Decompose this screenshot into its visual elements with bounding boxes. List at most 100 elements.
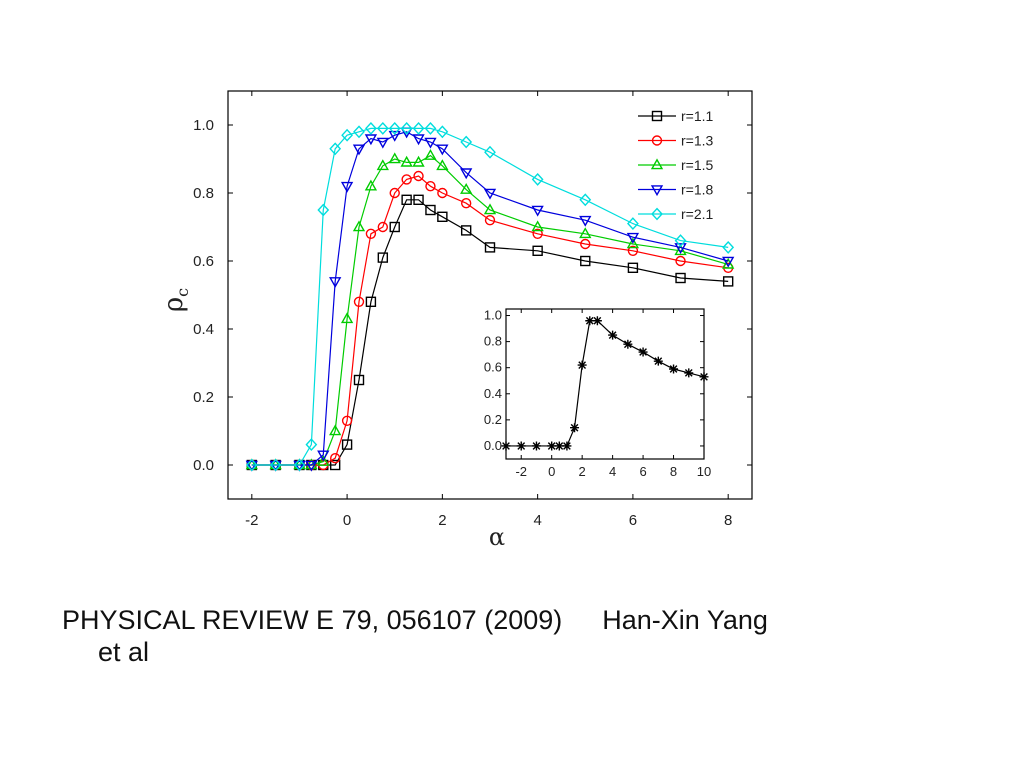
data-point [340,312,354,324]
data-point [317,203,330,217]
data-point [412,134,425,146]
data-point [353,296,365,307]
data-point [627,217,639,231]
data-point [460,135,473,149]
data-point [388,121,401,135]
data-point [329,453,341,464]
data-point [305,460,318,472]
data-point [245,458,258,472]
data-point [293,458,306,472]
data-point [293,460,306,472]
series-0 [501,316,709,451]
data-point [627,245,639,257]
data-point [580,255,591,267]
y-tick-label: 0.8 [484,334,502,349]
inset-series [501,316,709,451]
legend-label: r=1.3 [681,133,714,149]
legend-marker [650,185,664,197]
y-axis-title-main: ρ [159,297,189,312]
data-point [592,316,602,326]
data-point [674,234,687,248]
x-tick-label: -2 [245,512,258,529]
data-point [352,220,366,232]
data-point [674,244,687,256]
data-point [376,121,389,135]
data-point [699,372,709,382]
data-point [532,228,543,240]
y-tick-label: 0.0 [484,438,502,453]
data-point [626,237,640,249]
data-point [245,460,258,472]
main-chart: -2 0 2 4 6 80.00.20.40.60.81.0 r=1.1r=1.3r=1.… [159,90,753,551]
data-point [400,155,413,167]
main-ticks: -2 0 2 4 6 8 0.0 0.2 0.4 0.6 0.8 1.0 [193,91,752,529]
data-point [305,458,318,470]
data-point [389,221,400,233]
data-point [484,242,496,253]
y-tick-label: 1.0 [193,117,214,134]
data-point [269,458,282,470]
data-point [329,459,341,471]
y-tick-label: 0.4 [193,321,214,338]
data-point [340,181,354,193]
data-point [400,121,413,135]
data-point [579,215,592,227]
legend-label: r=1.1 [681,108,714,124]
data-point [623,339,633,349]
inset-plot-frame [505,308,705,460]
legend-entry: r=1.8 [638,182,714,198]
y-tick-label: 0.6 [193,253,214,270]
data-point [436,159,449,171]
data-point [627,262,639,273]
data-point [353,125,365,139]
svg-text:ρc: ρc [159,288,192,312]
data-point [341,439,353,450]
series-4 [245,121,735,472]
data-point [412,121,425,135]
legend-entry: r=2.1 [638,206,714,222]
legend-label: r=1.8 [681,182,714,198]
data-point [722,240,735,254]
data-point [722,276,734,287]
data-point [329,424,342,436]
legend-marker [651,135,663,146]
y-tick-label: 0.8 [193,185,214,202]
x-tick-label: -2 [515,464,527,479]
data-point [401,194,412,206]
figure: -2 0 2 4 6 80.00.20.40.60.81.0 r=1.1r=1.3r=1.… [159,90,753,551]
data-point [437,187,448,199]
y-tick-label: 0.2 [193,389,214,406]
data-point [365,296,377,307]
data-point [365,121,377,135]
data-point [585,316,595,326]
y-tick-label: 0.2 [484,412,502,427]
y-axis-title: ρc [159,288,192,312]
data-point [305,438,318,452]
x-tick-label: 2 [438,512,446,529]
inset-ticks: -2 0 2 4 6 8 10 0.0 0.2 0.4 0.6 0.8 1.0 [484,308,711,479]
main-plot-frame [227,90,753,500]
data-point [412,155,425,167]
y-tick-label: 0.4 [484,386,502,401]
data-point [608,330,618,340]
data-point [413,170,424,182]
data-point [376,159,389,171]
data-point [483,188,497,200]
data-point [341,128,353,142]
legend-entry: r=1.1 [638,108,714,124]
data-point [364,134,378,146]
data-point [377,252,389,263]
data-point [562,441,572,451]
citation-caption: PHYSICAL REVIEW E 79, 056107 (2009) Han-X… [62,604,962,668]
data-point [722,257,735,269]
data-point [460,225,472,236]
y-tick-label: 1.0 [484,308,502,323]
data-point [364,179,378,191]
data-point [425,180,436,192]
data-point [531,441,541,451]
data-point [501,441,511,451]
data-point [460,183,473,194]
x-tick-label: 8 [724,512,732,529]
legend-label: r=1.5 [681,157,714,173]
author-name: Han-Xin Yang [602,605,768,635]
